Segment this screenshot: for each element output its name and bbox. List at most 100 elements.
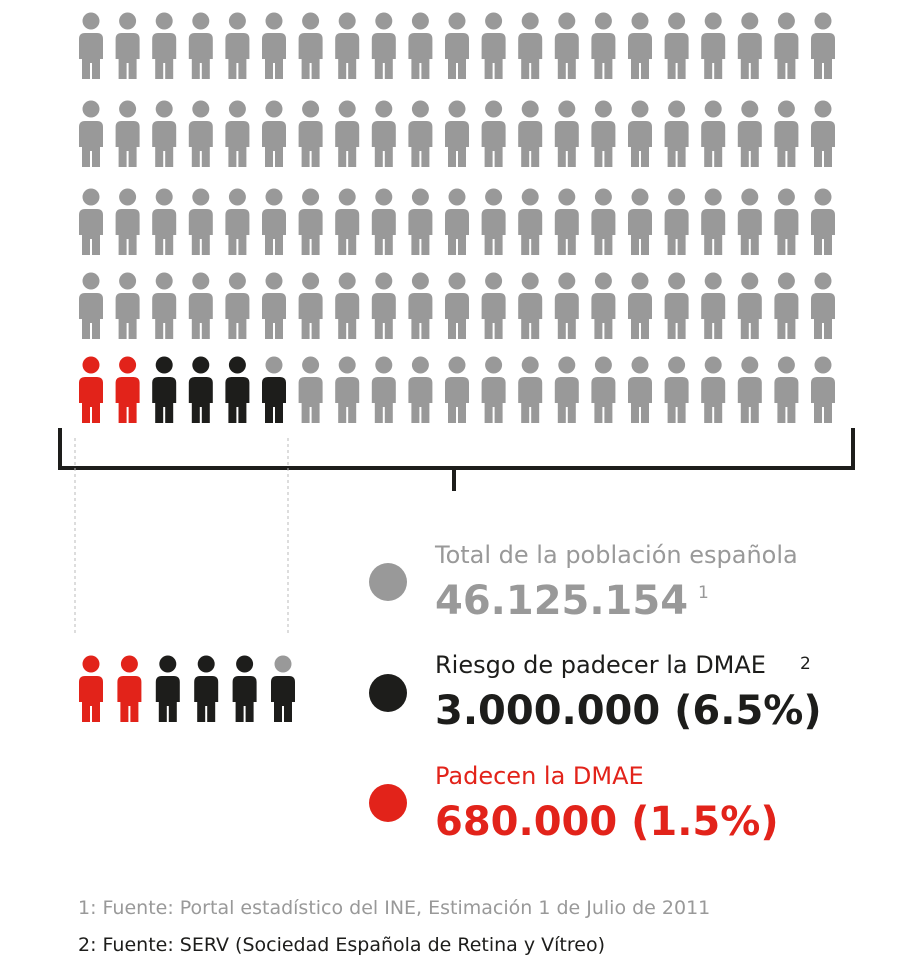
person-icon bbox=[701, 188, 726, 255]
person-icon bbox=[408, 356, 433, 423]
person-icon bbox=[481, 356, 506, 423]
footnote: 2: Fuente: SERV (Sociedad Española de Re… bbox=[78, 934, 605, 956]
person-icon bbox=[115, 100, 140, 167]
person-icon bbox=[188, 356, 213, 423]
person-icon bbox=[335, 188, 360, 255]
person-icon bbox=[774, 272, 799, 339]
person-icon bbox=[737, 188, 762, 255]
person-icon bbox=[774, 100, 799, 167]
legend-label: Padecen la DMAE bbox=[435, 762, 644, 790]
person-icon bbox=[225, 272, 250, 339]
person-icon bbox=[298, 12, 323, 79]
person-icon bbox=[554, 12, 579, 79]
person-icon bbox=[481, 100, 506, 167]
person-icon bbox=[225, 12, 250, 79]
legend-label: Total de la población española bbox=[434, 541, 798, 569]
person-icon bbox=[408, 188, 433, 255]
person-icon bbox=[811, 188, 835, 255]
person-icon bbox=[518, 12, 543, 79]
person-icon bbox=[518, 356, 543, 423]
person-icon bbox=[481, 188, 506, 255]
person-icon bbox=[481, 12, 506, 79]
person-icon bbox=[554, 100, 579, 167]
people-grid bbox=[79, 12, 835, 423]
person-icon bbox=[232, 655, 257, 722]
person-icon bbox=[188, 100, 213, 167]
person-icon bbox=[155, 655, 180, 722]
person-icon bbox=[298, 272, 323, 339]
legend-value: 46.125.154 bbox=[435, 578, 688, 624]
person-icon bbox=[774, 188, 799, 255]
footnote: 1: Fuente: Portal estadístico del INE, E… bbox=[78, 897, 710, 919]
person-icon bbox=[811, 356, 835, 423]
person-icon bbox=[518, 188, 543, 255]
person-icon bbox=[701, 272, 726, 339]
legend-label: Riesgo de padecer la DMAE bbox=[435, 651, 766, 679]
person-icon bbox=[79, 100, 103, 167]
person-icon bbox=[445, 356, 469, 423]
person-icon bbox=[188, 188, 213, 255]
person-icon bbox=[188, 272, 213, 339]
person-icon bbox=[628, 188, 652, 255]
person-icon bbox=[117, 655, 142, 722]
person-icon bbox=[371, 356, 396, 423]
person-icon bbox=[554, 356, 579, 423]
person-icon bbox=[445, 12, 469, 79]
person-icon bbox=[115, 272, 140, 339]
person-icon bbox=[737, 356, 762, 423]
legend-dot bbox=[369, 563, 407, 601]
person-icon bbox=[664, 272, 689, 339]
person-icon bbox=[664, 188, 689, 255]
person-icon bbox=[554, 188, 579, 255]
person-icon bbox=[701, 100, 726, 167]
person-icon bbox=[518, 272, 543, 339]
person-icon bbox=[445, 100, 469, 167]
person-icon bbox=[115, 12, 140, 79]
legend-dot bbox=[369, 674, 407, 712]
person-icon bbox=[408, 100, 433, 167]
person-icon bbox=[408, 12, 433, 79]
legend-value: 3.000.000 (6.5%) bbox=[435, 688, 822, 734]
person-icon bbox=[811, 272, 835, 339]
person-icon bbox=[591, 12, 616, 79]
person-icon bbox=[225, 100, 250, 167]
person-icon bbox=[664, 12, 689, 79]
highlight-group bbox=[79, 655, 295, 722]
person-icon bbox=[628, 12, 652, 79]
person-icon bbox=[262, 188, 286, 255]
person-icon bbox=[262, 272, 286, 339]
person-icon bbox=[298, 188, 323, 255]
person-icon bbox=[371, 12, 396, 79]
person-icon bbox=[445, 272, 469, 339]
person-icon bbox=[664, 100, 689, 167]
person-icon bbox=[408, 272, 433, 339]
person-icon bbox=[737, 272, 762, 339]
person-icon bbox=[518, 100, 543, 167]
person-icon bbox=[194, 655, 219, 722]
person-icon bbox=[737, 12, 762, 79]
person-icon bbox=[371, 100, 396, 167]
person-icon bbox=[701, 12, 726, 79]
person-icon bbox=[152, 100, 177, 167]
person-icon bbox=[445, 188, 469, 255]
person-icon bbox=[225, 356, 250, 423]
person-icon bbox=[701, 356, 726, 423]
person-icon bbox=[79, 12, 103, 79]
person-icon bbox=[271, 655, 295, 722]
person-icon bbox=[188, 12, 213, 79]
person-icon bbox=[298, 356, 323, 423]
legend-note: 2 bbox=[800, 654, 811, 674]
person-icon bbox=[262, 12, 286, 79]
person-icon bbox=[554, 272, 579, 339]
person-icon bbox=[115, 356, 140, 423]
person-icon bbox=[591, 100, 616, 167]
person-icon bbox=[591, 272, 616, 339]
person-icon bbox=[262, 100, 286, 167]
person-icon bbox=[225, 188, 250, 255]
legend-value: 680.000 (1.5%) bbox=[435, 799, 779, 845]
person-icon bbox=[79, 655, 103, 722]
person-icon bbox=[774, 356, 799, 423]
person-icon bbox=[152, 272, 177, 339]
person-icon bbox=[298, 100, 323, 167]
